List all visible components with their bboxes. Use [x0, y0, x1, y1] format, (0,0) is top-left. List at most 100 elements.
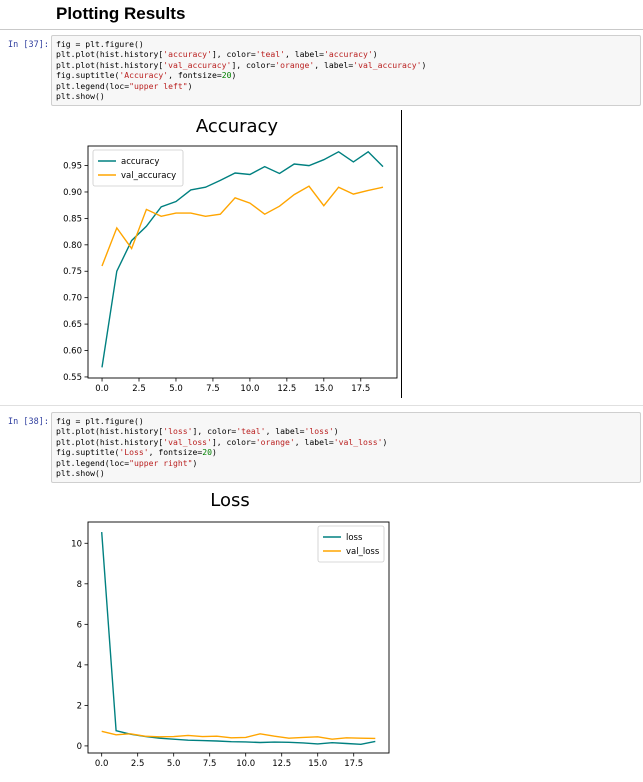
code-token: , fontsize=: [168, 70, 222, 81]
code-token: ): [231, 70, 237, 81]
cell-prompt-37: In [37]:: [8, 40, 49, 50]
code-token: ], color=: [211, 49, 256, 60]
x-tick-label: 10.0: [240, 384, 259, 394]
code-line: fig.suptitle('Accuracy', fontsize=20): [56, 70, 636, 80]
code-line: plt.show(): [56, 91, 636, 101]
x-tick-label: 5.0: [169, 384, 183, 394]
code-line: fig.suptitle('Loss', fontsize=20): [56, 447, 636, 457]
loss-chart: Loss 0.0 2.5 5.0 7.5 10.0 12.5 15.0 17.5 0 2 4 6 8 10 l…: [71, 490, 390, 769]
y-tick-label: 10: [71, 539, 82, 549]
x-tick-label: 2.5: [132, 384, 146, 394]
code-token: , label=: [265, 426, 305, 437]
code-token: plt.show(): [56, 468, 105, 479]
cell-separator: [0, 405, 643, 406]
code-token: ): [421, 59, 427, 70]
code-line: fig = plt.figure(): [56, 416, 636, 426]
y-tick-label: 8: [77, 580, 82, 590]
series-line-accuracy: [101, 150, 384, 368]
plot-frame: [87, 145, 398, 379]
code-token: ): [211, 447, 217, 458]
code-line: plt.legend(loc="upper left"): [56, 81, 636, 91]
section-heading: Plotting Results: [56, 4, 186, 23]
code-token: , label=: [285, 49, 325, 60]
y-tick-label: 0.75: [63, 267, 82, 277]
code-token: ], color=: [211, 436, 256, 447]
code-token: 'val_loss': [163, 436, 212, 447]
series-line-val_loss: [101, 730, 376, 740]
code-token: ): [382, 436, 388, 447]
code-token: 'val_accuracy': [353, 59, 422, 70]
y-tick-label: 0.95: [63, 162, 82, 172]
code-token: 'loss': [304, 426, 334, 437]
y-tick-label: 0.80: [63, 241, 82, 251]
code-token: plt.plot(hist.history[: [56, 59, 164, 70]
code-token: 'loss': [163, 426, 193, 437]
code-token: ): [333, 426, 339, 437]
code-cell-loss[interactable]: fig = plt.figure() plt.plot(hist.history[…: [51, 412, 641, 483]
y-tick-label: 0: [77, 742, 82, 752]
legend-label: val_accuracy: [121, 171, 176, 181]
code-token: plt.plot(hist.history[: [56, 49, 164, 60]
y-tick-label: 0.70: [63, 294, 82, 304]
code-token: 'accuracy': [324, 49, 373, 60]
code-token: , label=: [294, 436, 334, 447]
code-token: ], color=: [192, 426, 237, 437]
code-token: plt.show(): [56, 91, 105, 102]
code-token: 'orange': [255, 436, 295, 447]
y-tick-label: 4: [77, 661, 82, 671]
code-token: plt.plot(hist.history[: [56, 426, 164, 437]
code-token: "upper left": [129, 80, 188, 91]
code-cell-accuracy[interactable]: fig = plt.figure() plt.plot(hist.history[…: [51, 35, 641, 106]
chart-title: Loss: [210, 490, 249, 511]
cell-prompt-38: In [38]:: [8, 417, 49, 427]
code-token: fig = plt.figure(): [56, 416, 144, 426]
code-token: 20: [221, 70, 232, 81]
x-tick-label: 15.0: [314, 384, 333, 394]
legend: accuracy val_accuracy: [92, 149, 184, 187]
code-token: ): [192, 457, 198, 468]
y-tick-label: 0.85: [63, 214, 82, 224]
x-tick-label: 7.5: [206, 384, 220, 394]
code-token: 20: [202, 447, 212, 458]
code-token: 'teal': [255, 49, 286, 60]
x-tick-label: 10.0: [236, 759, 255, 769]
y-tick-label: 0.55: [63, 373, 82, 383]
plot-frame: [87, 521, 390, 754]
chart-title: Accuracy: [196, 116, 279, 137]
code-line: plt.plot(hist.history['val_loss'], color…: [56, 437, 636, 447]
code-token: plt.legend(loc=: [56, 80, 130, 91]
code-line: fig = plt.figure(): [56, 39, 636, 49]
code-token: fig = plt.figure(): [56, 39, 144, 49]
y-tick-label: 6: [77, 620, 82, 630]
code-token: , label=: [314, 59, 354, 70]
accuracy-chart: Accuracy 0.0 2.5 5.0 7.5 10.0 12.5 15.0 17.5 0.55…: [63, 116, 398, 394]
y-tick-label: 2: [77, 701, 82, 711]
x-tick-label: 12.5: [277, 384, 296, 394]
code-token: 'Loss': [119, 447, 149, 458]
code-token: 'accuracy': [163, 49, 212, 60]
code-token: "upper right": [129, 457, 193, 468]
code-token: , fontsize=: [148, 447, 203, 458]
code-token: fig.suptitle(: [56, 70, 120, 81]
x-tick-label: 5.0: [167, 759, 181, 769]
legend: loss val_loss: [317, 525, 385, 563]
code-line: plt.plot(hist.history['val_accuracy'], c…: [56, 60, 636, 70]
series-line-loss: [101, 532, 376, 746]
legend-label: val_loss: [346, 547, 380, 557]
x-tick-label: 0.0: [95, 384, 109, 394]
code-line: plt.plot(hist.history['loss'], color='te…: [56, 426, 636, 436]
y-tick-label: 0.60: [63, 347, 82, 357]
code-token: ): [187, 80, 193, 91]
x-tick-label: 17.5: [344, 759, 363, 769]
code-token: fig.suptitle(: [56, 447, 120, 458]
code-token: 'Accuracy': [119, 70, 169, 81]
x-tick-label: 2.5: [131, 759, 145, 769]
code-token: 'val_loss': [333, 436, 383, 447]
code-line: plt.plot(hist.history['accuracy'], color…: [56, 49, 636, 59]
heading-divider: [0, 29, 643, 30]
code-token: 'val_accuracy': [163, 59, 232, 70]
output-scroll-divider: [401, 110, 402, 398]
legend-label: loss: [346, 533, 363, 543]
x-tick-label: 0.0: [95, 759, 109, 769]
code-token: ): [372, 49, 378, 60]
